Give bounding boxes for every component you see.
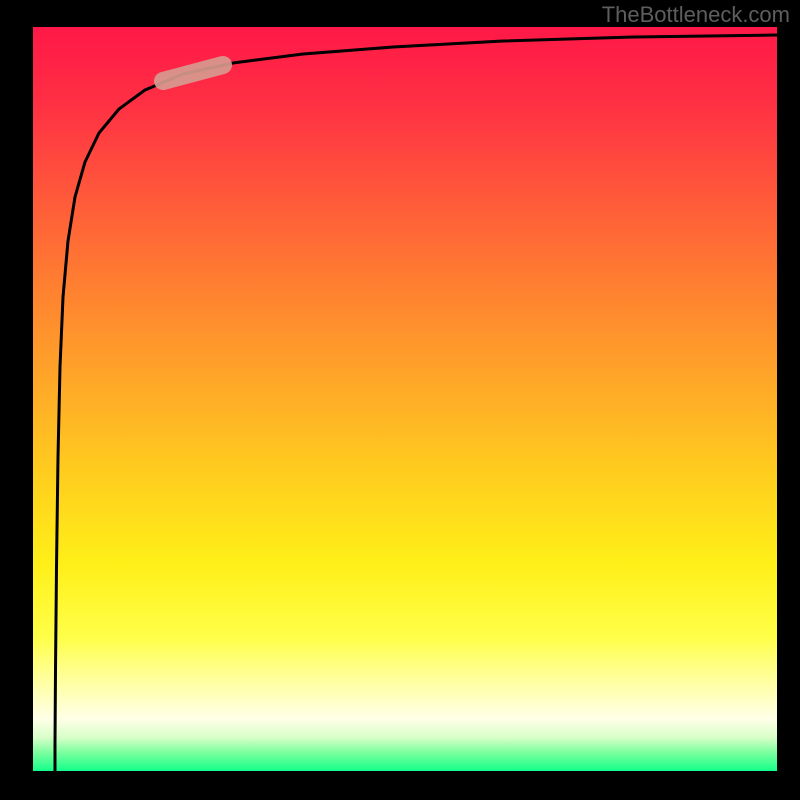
plot-frame: [33, 27, 777, 771]
plot-svg: [33, 27, 777, 771]
chart-container: TheBottleneck.com: [0, 0, 800, 800]
branding-label: TheBottleneck.com: [602, 2, 790, 28]
gradient-background: [33, 27, 777, 771]
